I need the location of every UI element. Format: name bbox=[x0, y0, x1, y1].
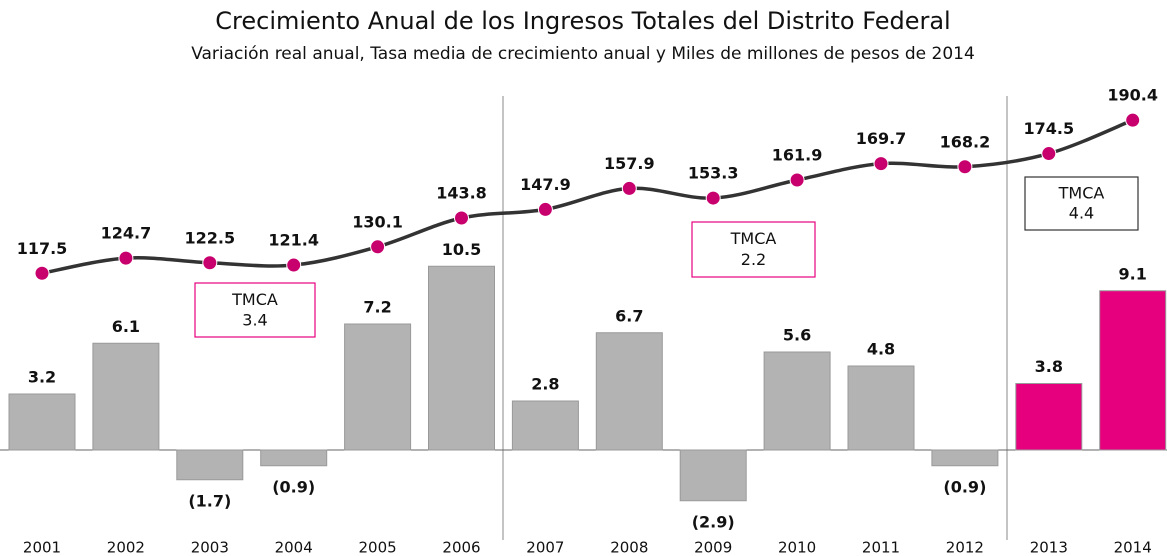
bar-value-label: 3.2 bbox=[28, 368, 56, 387]
line-value-label: 117.5 bbox=[17, 239, 68, 258]
bar-value-label: (0.9) bbox=[272, 477, 315, 496]
annotation-box bbox=[691, 221, 816, 278]
x-tick-label: 2003 bbox=[191, 539, 229, 556]
bar-value-label: 10.5 bbox=[442, 240, 481, 259]
x-tick-label: 2010 bbox=[778, 539, 816, 556]
annotation-value: 2.2 bbox=[741, 250, 766, 269]
annotation-box bbox=[1024, 176, 1139, 231]
bar-value-label: 9.1 bbox=[1119, 264, 1147, 283]
line-marker bbox=[621, 180, 637, 196]
line-value-label: 143.8 bbox=[436, 184, 487, 203]
chart-subtitle: Variación real anual, Tasa media de crec… bbox=[191, 44, 975, 64]
line-value-label: 121.4 bbox=[268, 231, 319, 250]
x-tick-label: 2006 bbox=[442, 539, 480, 556]
x-tick-label: 2005 bbox=[359, 539, 397, 556]
line-marker bbox=[957, 159, 973, 175]
annotation-value: 4.4 bbox=[1069, 204, 1094, 223]
line-marker bbox=[286, 257, 302, 273]
line-marker bbox=[873, 156, 889, 172]
bar bbox=[260, 449, 328, 467]
bar bbox=[92, 342, 160, 451]
bar-value-label: 6.1 bbox=[112, 317, 140, 336]
bar bbox=[1015, 383, 1083, 451]
bar-value-label: (1.7) bbox=[188, 491, 231, 510]
bar-value-label: 5.6 bbox=[783, 326, 811, 345]
line-marker bbox=[537, 201, 553, 217]
x-tick-label: 2008 bbox=[610, 539, 648, 556]
bar bbox=[344, 323, 412, 451]
chart-title: Crecimiento Anual de los Ingresos Totale… bbox=[215, 7, 950, 35]
x-tick-label: 2009 bbox=[694, 539, 732, 556]
line-marker bbox=[789, 172, 805, 188]
line-marker bbox=[1041, 146, 1057, 162]
line-value-label: 168.2 bbox=[940, 132, 991, 151]
x-tick-label: 2011 bbox=[862, 539, 900, 556]
bar bbox=[176, 449, 244, 481]
x-tick-label: 2001 bbox=[23, 539, 61, 556]
line-marker bbox=[34, 265, 50, 281]
line-value-label: 122.5 bbox=[184, 228, 235, 247]
line-marker bbox=[454, 210, 469, 226]
bar-value-label: 4.8 bbox=[867, 340, 895, 359]
line-marker bbox=[202, 255, 218, 271]
bar-value-label: (2.9) bbox=[692, 512, 735, 531]
annotation-value: 3.4 bbox=[242, 310, 267, 329]
line-value-label: 157.9 bbox=[604, 154, 655, 173]
line-marker bbox=[118, 250, 134, 266]
x-tick-label: 2013 bbox=[1030, 539, 1068, 556]
bar bbox=[8, 393, 76, 451]
x-tick-label: 2002 bbox=[107, 539, 145, 556]
bar bbox=[763, 351, 831, 451]
line-marker bbox=[1125, 112, 1141, 128]
annotation-label: TMCA bbox=[730, 229, 777, 248]
line-value-label: 124.7 bbox=[101, 224, 152, 243]
bar-value-label: 3.8 bbox=[1035, 357, 1063, 376]
line-value-label: 161.9 bbox=[772, 146, 823, 165]
annotation-label: TMCA bbox=[1058, 183, 1105, 202]
bar bbox=[931, 449, 999, 467]
line-value-label: 153.3 bbox=[688, 164, 739, 183]
x-tick-label: 2007 bbox=[526, 539, 564, 556]
line-value-label: 169.7 bbox=[856, 129, 907, 148]
bar bbox=[511, 400, 579, 451]
bar-value-label: 6.7 bbox=[615, 306, 643, 325]
bar bbox=[1099, 290, 1167, 451]
line-value-label: 147.9 bbox=[520, 175, 571, 194]
bar bbox=[679, 449, 747, 502]
bar-value-label: 7.2 bbox=[363, 298, 391, 317]
annotation-label: TMCA bbox=[231, 290, 278, 309]
annotation-box bbox=[194, 282, 316, 338]
line-value-label: 130.1 bbox=[352, 212, 403, 231]
line-marker bbox=[705, 190, 721, 206]
bar-value-label: (0.9) bbox=[943, 477, 986, 496]
line-value-label: 190.4 bbox=[1107, 86, 1158, 105]
bar bbox=[847, 365, 915, 451]
x-tick-label: 2012 bbox=[946, 539, 984, 556]
bar bbox=[595, 332, 663, 451]
line bbox=[41, 118, 1134, 275]
bar-value-label: 2.8 bbox=[531, 375, 559, 394]
bar bbox=[428, 265, 495, 451]
line-value-label: 174.5 bbox=[1023, 119, 1074, 138]
line-marker bbox=[370, 239, 386, 255]
x-tick-label: 2014 bbox=[1114, 539, 1152, 556]
x-tick-label: 2004 bbox=[275, 539, 313, 556]
